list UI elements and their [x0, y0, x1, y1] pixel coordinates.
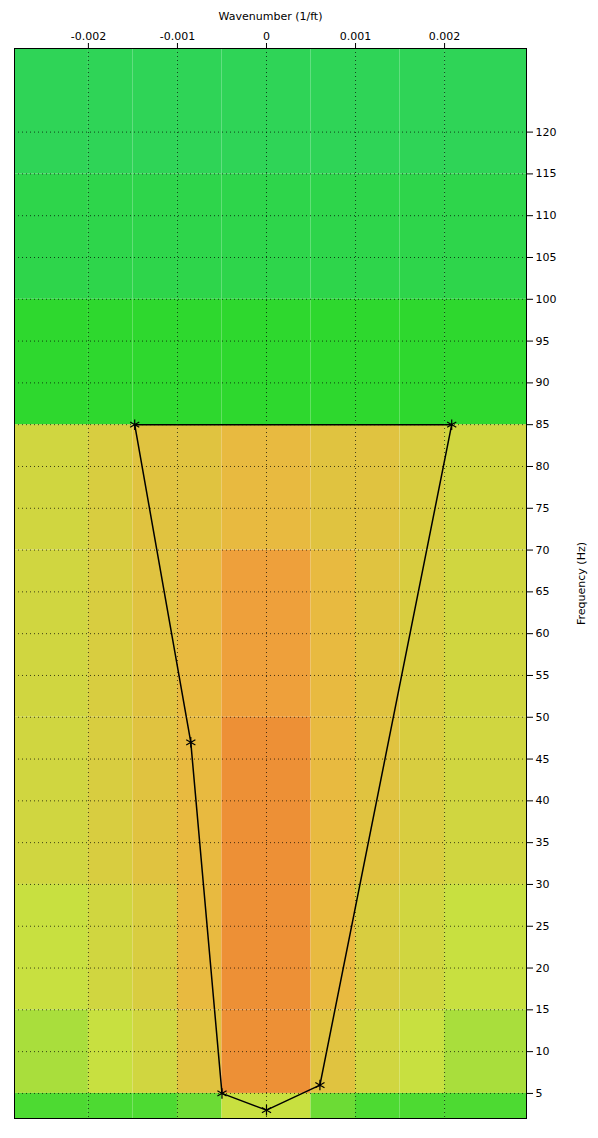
svg-text:Frequency (Hz): Frequency (Hz) [575, 542, 588, 625]
svg-text:-0.001: -0.001 [160, 30, 195, 43]
svg-text:110: 110 [536, 209, 557, 222]
svg-text:65: 65 [536, 585, 550, 598]
svg-text:0: 0 [263, 30, 270, 43]
svg-text:40: 40 [536, 794, 550, 807]
svg-text:85: 85 [536, 418, 550, 431]
svg-text:5: 5 [536, 1087, 543, 1100]
svg-text:50: 50 [536, 711, 550, 724]
svg-text:105: 105 [536, 251, 557, 264]
svg-text:90: 90 [536, 376, 550, 389]
svg-text:35: 35 [536, 836, 550, 849]
svg-text:-0.002: -0.002 [71, 30, 106, 43]
svg-text:Wavenumber (1/ft): Wavenumber (1/ft) [219, 10, 323, 23]
svg-text:30: 30 [536, 878, 550, 891]
svg-text:75: 75 [536, 502, 550, 515]
svg-text:20: 20 [536, 962, 550, 975]
svg-text:115: 115 [536, 167, 557, 180]
svg-text:0.002: 0.002 [429, 30, 461, 43]
svg-text:10: 10 [536, 1045, 550, 1058]
svg-text:60: 60 [536, 627, 550, 640]
svg-text:45: 45 [536, 753, 550, 766]
svg-text:120: 120 [536, 126, 557, 139]
svg-text:95: 95 [536, 335, 550, 348]
svg-text:0.001: 0.001 [340, 30, 372, 43]
svg-text:80: 80 [536, 460, 550, 473]
svg-text:100: 100 [536, 293, 557, 306]
svg-text:25: 25 [536, 920, 550, 933]
svg-text:55: 55 [536, 669, 550, 682]
svg-text:70: 70 [536, 544, 550, 557]
svg-text:15: 15 [536, 1003, 550, 1016]
